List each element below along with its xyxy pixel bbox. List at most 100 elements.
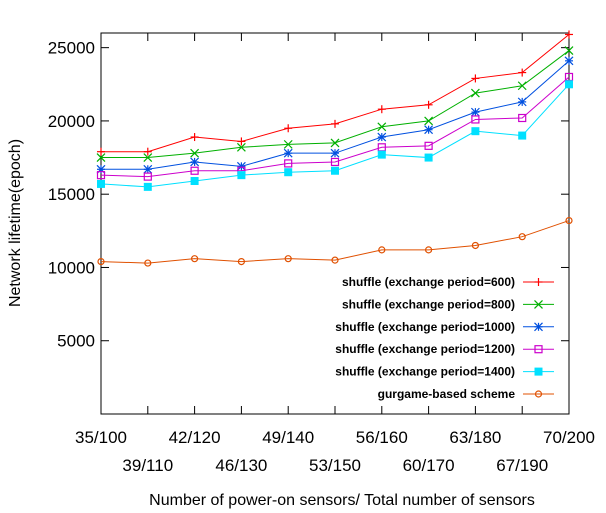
data-point	[517, 81, 527, 91]
data-point	[330, 148, 340, 158]
data-point	[470, 107, 480, 117]
data-point	[236, 142, 246, 152]
data-point	[190, 166, 199, 175]
x-tick-label: 49/140	[262, 428, 314, 447]
data-point	[377, 132, 387, 142]
data-point	[144, 259, 152, 267]
data-point	[284, 168, 293, 177]
data-point	[471, 115, 480, 124]
legend-label: shuffle (exchange period=600)	[342, 275, 515, 289]
data-point	[424, 100, 433, 109]
data-point	[237, 171, 246, 180]
series-5	[97, 80, 573, 191]
data-point	[190, 177, 199, 186]
data-point	[471, 241, 479, 250]
data-point	[284, 124, 293, 133]
data-point	[143, 164, 153, 174]
data-point	[96, 171, 106, 180]
y-tick-label: 25000	[48, 39, 95, 58]
y-tick-label: 15000	[48, 185, 95, 204]
data-point	[565, 30, 573, 39]
data-point	[518, 131, 527, 140]
legend-item: shuffle (exchange period=800)	[342, 297, 554, 311]
data-point	[190, 148, 200, 158]
x-tick-label: 35/100	[75, 428, 127, 447]
data-point	[190, 133, 199, 142]
legend-label: shuffle (exchange period=1200)	[335, 342, 515, 356]
data-point	[237, 258, 245, 266]
legend-item: shuffle (exchange period=1400)	[335, 365, 554, 379]
legend-label: gurgame-based scheme	[378, 387, 516, 401]
y-tick-label: 20000	[48, 112, 95, 131]
data-point	[425, 246, 433, 254]
legend-item: shuffle (exchange period=1000)	[335, 320, 554, 334]
series-1	[97, 30, 573, 156]
data-point	[518, 113, 527, 123]
x-tick-label: 60/170	[403, 456, 455, 475]
series-4	[96, 72, 574, 181]
legend-swatch-marker	[534, 390, 543, 398]
data-point	[424, 125, 434, 135]
data-point	[471, 127, 480, 136]
data-point	[564, 56, 574, 66]
legend-swatch-marker	[534, 278, 543, 286]
series-line	[101, 34, 570, 153]
data-point	[564, 46, 574, 56]
y-axis: 5000 10000 15000 20000 25000	[48, 39, 569, 351]
x-tick-label: 46/130	[215, 456, 267, 475]
x-tick-label: 63/180	[449, 428, 501, 447]
x-tick-label: 56/160	[356, 428, 408, 447]
data-point	[283, 148, 293, 158]
legend-swatch-marker	[534, 367, 543, 376]
x-axis: 35/100 39/110 42/120 46/130 49/140 53/150 56/1…	[75, 33, 595, 475]
legend-swatch-marker	[534, 299, 543, 309]
series-6	[97, 216, 573, 267]
data-point	[143, 172, 152, 181]
legend-label: shuffle (exchange period=800)	[342, 297, 515, 311]
series-line	[100, 76, 570, 178]
data-point	[378, 246, 386, 254]
data-point	[331, 256, 339, 264]
x-tick-label: 42/120	[169, 428, 221, 447]
legend-label: shuffle (exchange period=1000)	[335, 320, 515, 334]
data-point	[284, 159, 293, 168]
data-point	[565, 216, 573, 225]
series-group	[96, 30, 574, 267]
data-point	[143, 147, 152, 156]
data-point	[283, 139, 293, 149]
data-point	[191, 255, 199, 263]
data-point	[377, 122, 387, 132]
data-point	[424, 116, 434, 126]
series-2	[96, 46, 574, 162]
legend-item: shuffle (exchange period=1200)	[335, 342, 554, 356]
legend-label: shuffle (exchange period=1400)	[335, 365, 515, 379]
data-point	[330, 157, 340, 167]
data-point	[377, 105, 386, 114]
legend-swatch-marker	[534, 345, 543, 354]
data-point	[97, 179, 105, 188]
data-point	[471, 74, 480, 83]
data-point	[284, 255, 292, 263]
data-point	[96, 153, 106, 162]
data-point	[237, 137, 246, 146]
data-point	[97, 147, 105, 156]
y-tick-label: 10000	[48, 258, 95, 277]
data-point	[377, 150, 386, 159]
data-point	[424, 153, 433, 162]
legend: shuffle (exchange period=600) shuffle (ex…	[335, 275, 554, 401]
legend-item: gurgame-based scheme	[378, 387, 554, 401]
x-tick-label: 70/200	[543, 428, 595, 447]
legend-swatch-marker	[534, 322, 543, 332]
data-point	[518, 233, 526, 241]
legend-item: shuffle (exchange period=600)	[342, 275, 554, 289]
data-point	[565, 80, 573, 89]
data-point	[97, 258, 105, 266]
data-point	[236, 161, 246, 171]
series-3	[96, 56, 574, 174]
data-point	[518, 68, 527, 77]
data-point	[470, 88, 480, 98]
data-point	[424, 141, 433, 150]
data-point	[143, 153, 153, 162]
data-point	[517, 97, 527, 107]
